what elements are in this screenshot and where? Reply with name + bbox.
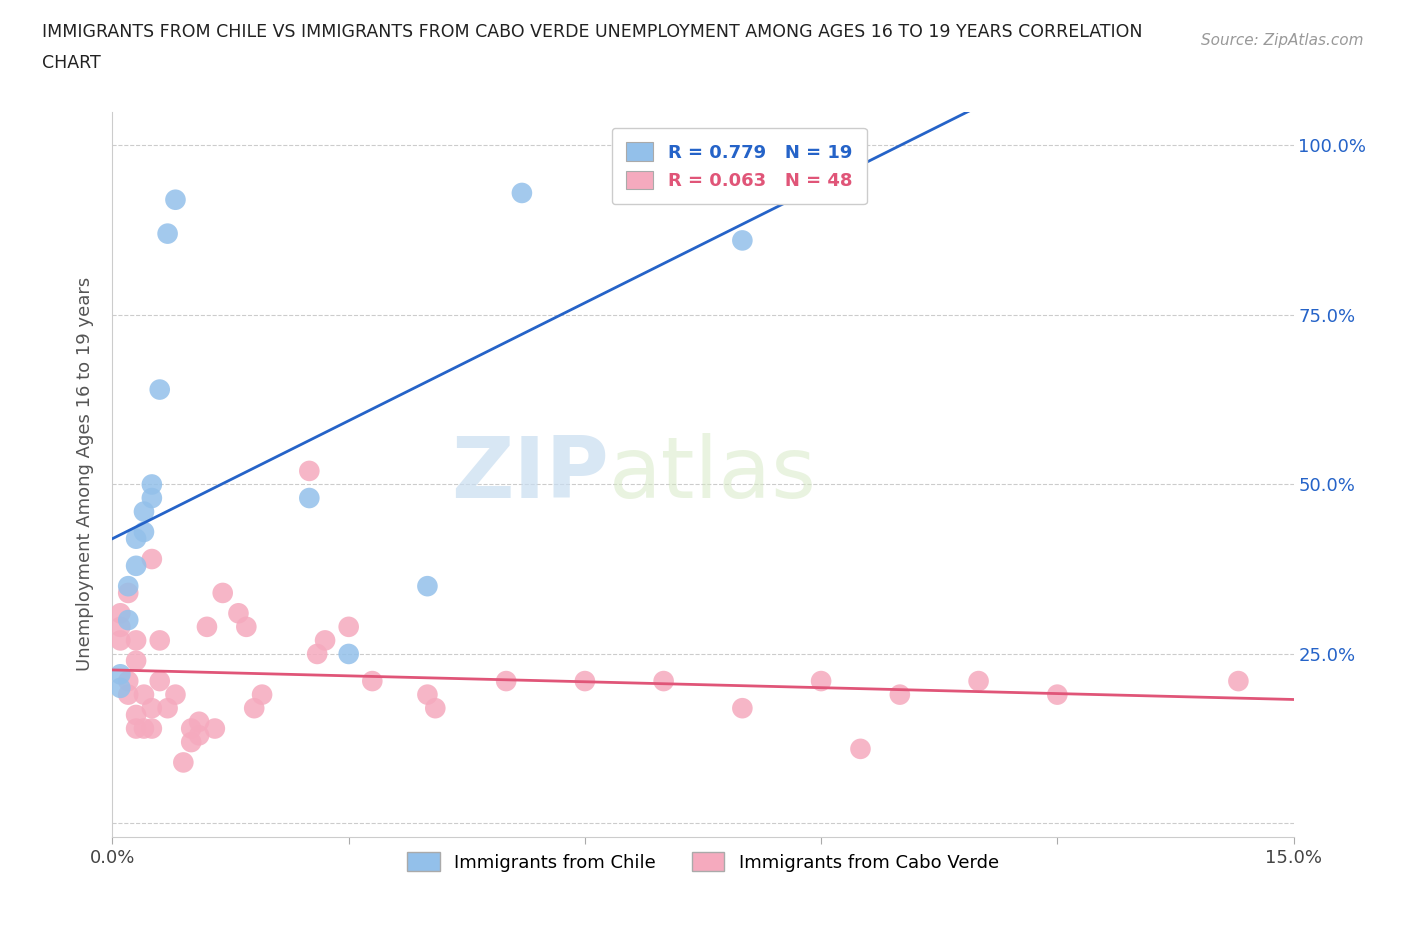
Point bbox=[110, 605, 132, 620]
Point bbox=[125, 653, 148, 668]
Point bbox=[125, 558, 148, 573]
Point bbox=[156, 226, 179, 241]
Point bbox=[228, 605, 250, 620]
Point bbox=[125, 721, 148, 736]
Point bbox=[165, 193, 187, 207]
Point bbox=[235, 619, 257, 634]
Point bbox=[652, 673, 675, 688]
Point bbox=[117, 578, 139, 593]
Text: atlas: atlas bbox=[609, 432, 817, 516]
Text: CHART: CHART bbox=[42, 54, 101, 72]
Point bbox=[1227, 673, 1250, 688]
Point bbox=[117, 613, 139, 628]
Point bbox=[132, 687, 155, 702]
Point bbox=[156, 700, 179, 715]
Point bbox=[149, 382, 172, 397]
Point bbox=[361, 673, 384, 688]
Point bbox=[132, 525, 155, 539]
Point bbox=[132, 504, 155, 519]
Point bbox=[132, 721, 155, 736]
Point bbox=[110, 619, 132, 634]
Point bbox=[416, 578, 439, 593]
Point bbox=[149, 673, 172, 688]
Point bbox=[425, 700, 447, 715]
Text: IMMIGRANTS FROM CHILE VS IMMIGRANTS FROM CABO VERDE UNEMPLOYMENT AMONG AGES 16 T: IMMIGRANTS FROM CHILE VS IMMIGRANTS FROM… bbox=[42, 23, 1143, 41]
Point bbox=[117, 586, 139, 601]
Point bbox=[149, 633, 172, 648]
Point bbox=[243, 700, 266, 715]
Point bbox=[337, 646, 360, 661]
Point bbox=[250, 687, 273, 702]
Point bbox=[117, 673, 139, 688]
Point bbox=[510, 185, 533, 200]
Point bbox=[204, 721, 226, 736]
Point bbox=[314, 633, 336, 648]
Legend: Immigrants from Chile, Immigrants from Cabo Verde: Immigrants from Chile, Immigrants from C… bbox=[399, 845, 1007, 879]
Point bbox=[110, 633, 132, 648]
Point bbox=[141, 700, 163, 715]
Point bbox=[307, 646, 329, 661]
Y-axis label: Unemployment Among Ages 16 to 19 years: Unemployment Among Ages 16 to 19 years bbox=[76, 277, 94, 671]
Point bbox=[849, 741, 872, 756]
Point bbox=[180, 721, 202, 736]
Point bbox=[172, 755, 194, 770]
Point bbox=[110, 681, 132, 696]
Point bbox=[125, 708, 148, 723]
Point bbox=[141, 477, 163, 492]
Point bbox=[416, 687, 439, 702]
Point bbox=[298, 463, 321, 478]
Point bbox=[125, 633, 148, 648]
Point bbox=[967, 673, 990, 688]
Point bbox=[731, 233, 754, 248]
Point bbox=[125, 531, 148, 546]
Point bbox=[810, 673, 832, 688]
Point bbox=[337, 619, 360, 634]
Point bbox=[731, 700, 754, 715]
Point bbox=[188, 728, 211, 743]
Point bbox=[188, 714, 211, 729]
Point bbox=[180, 735, 202, 750]
Point bbox=[495, 673, 517, 688]
Point bbox=[165, 687, 187, 702]
Text: ZIP: ZIP bbox=[451, 432, 609, 516]
Point bbox=[117, 687, 139, 702]
Point bbox=[889, 687, 911, 702]
Point bbox=[613, 185, 636, 200]
Point bbox=[141, 721, 163, 736]
Point bbox=[141, 551, 163, 566]
Point bbox=[574, 673, 596, 688]
Text: Source: ZipAtlas.com: Source: ZipAtlas.com bbox=[1201, 33, 1364, 47]
Point bbox=[1046, 687, 1069, 702]
Point bbox=[110, 667, 132, 682]
Point bbox=[195, 619, 218, 634]
Point bbox=[211, 586, 233, 601]
Point bbox=[141, 491, 163, 506]
Point bbox=[298, 491, 321, 506]
